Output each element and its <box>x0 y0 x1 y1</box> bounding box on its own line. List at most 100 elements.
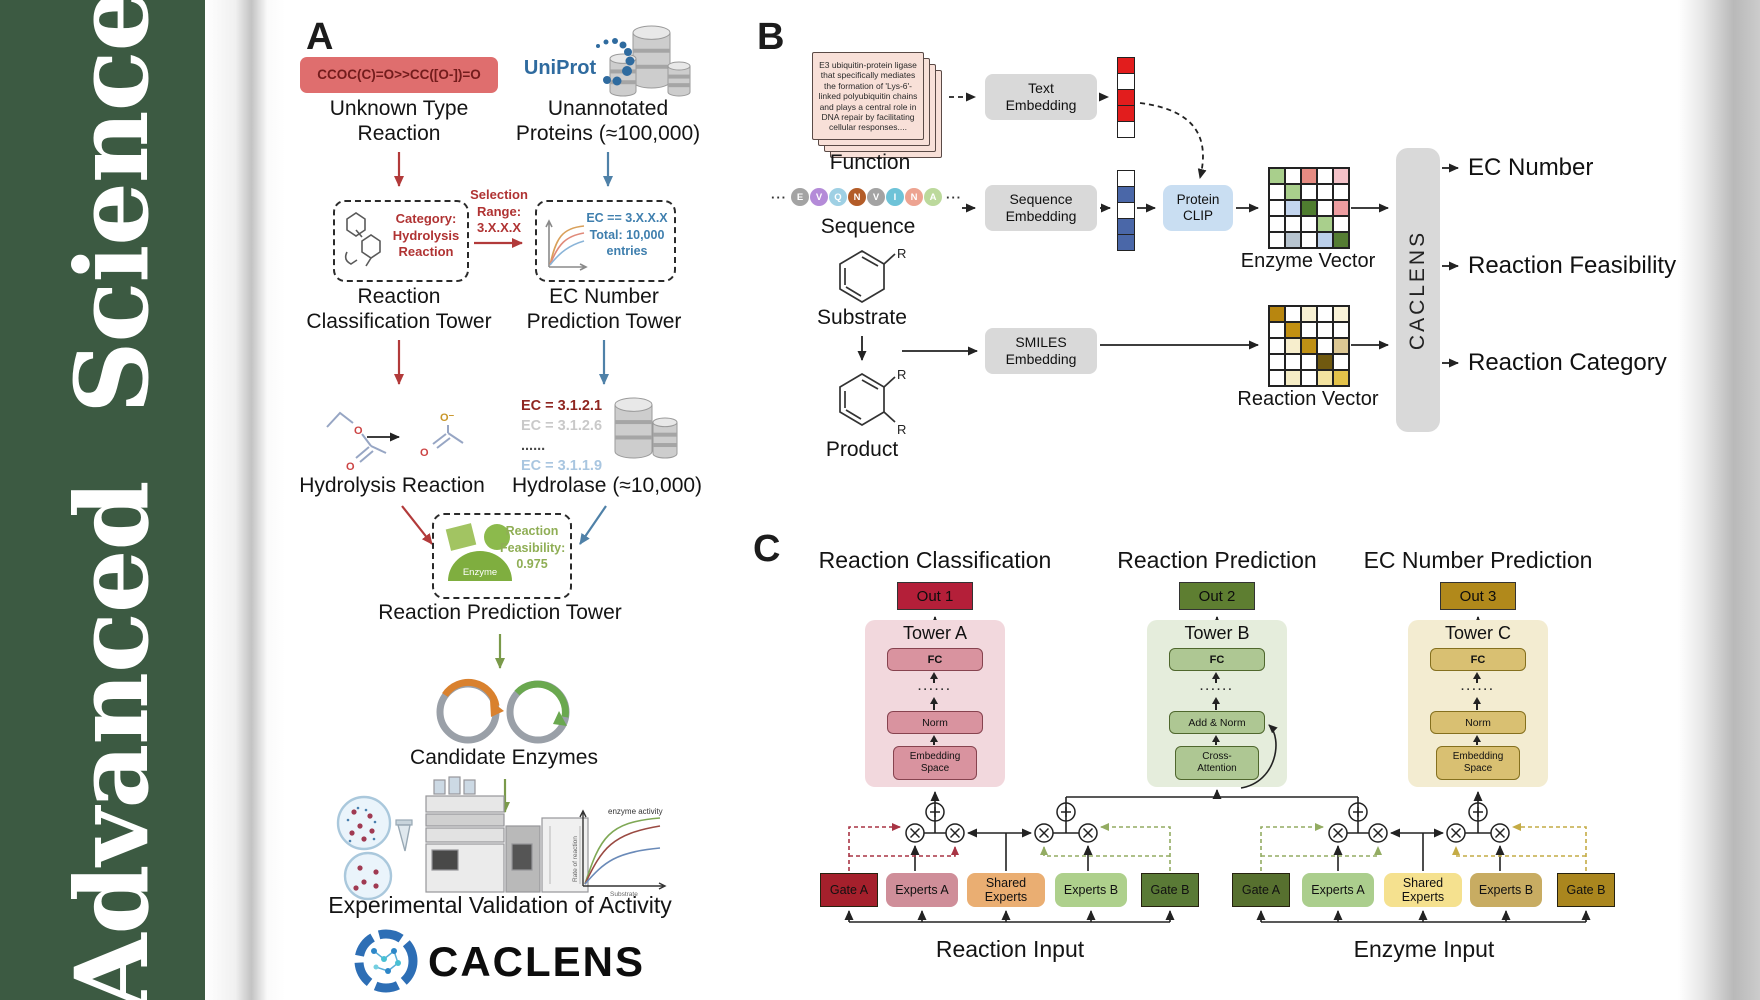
petri-dish-icons <box>336 795 413 901</box>
ec-candidate-list: EC = 3.1.2.1 EC = 3.1.2.6...... EC = 3.1.1… <box>521 396 602 476</box>
r-group-label: R <box>897 422 906 437</box>
tower-ellipsis: ······ <box>1461 684 1495 696</box>
matrix-cell <box>1301 184 1317 200</box>
moe-box-shared-experts: Shared Experts <box>967 873 1045 907</box>
ec-list-line: EC = 3.1.1.9 <box>521 458 603 474</box>
arrow-up-icon <box>1472 735 1481 745</box>
output-reaction-category: Reaction Category <box>1468 349 1667 376</box>
function-card: E3 ubiquitin-protein ligase that specifi… <box>812 52 924 140</box>
molecule-icon <box>344 212 381 267</box>
fc-block: FC <box>1169 648 1265 671</box>
matrix-cell <box>1285 184 1301 200</box>
arrow-up-icon <box>1211 697 1220 710</box>
moe-box-gate-a: Gate A <box>1232 873 1290 907</box>
matrix-cell <box>1285 322 1301 338</box>
arrow-up-icon <box>1472 672 1481 683</box>
candidate-enzymes-label: Candidate Enzymes <box>410 746 598 769</box>
tower-title: Tower C <box>1444 623 1511 643</box>
caclens-logo-icon <box>354 929 418 993</box>
atom-label: O <box>354 425 363 437</box>
moe-box-gate-b: Gate B <box>1141 873 1199 907</box>
product-molecule-icon <box>839 373 896 426</box>
matrix-cell <box>1285 354 1301 370</box>
sequence-ellipsis: ··· <box>946 189 962 205</box>
matrix-cell <box>1317 216 1333 232</box>
matrix-cell <box>1301 200 1317 216</box>
moe-box-gate-b: Gate B <box>1557 873 1615 907</box>
vector-cell <box>1118 121 1134 137</box>
feasibility-note: Reaction Feasibility: 0.975 <box>500 524 566 571</box>
matrix-cell <box>1269 306 1285 322</box>
plasmid-icons <box>436 678 570 744</box>
matrix-cell <box>1333 306 1349 322</box>
matrix-cell <box>1333 354 1349 370</box>
hydrolysis-molecules: O O O⁻ O <box>326 411 464 473</box>
ec-selection-box <box>535 200 676 282</box>
out-box: Out 1 <box>897 582 973 610</box>
hydrolysis-reaction-label: Hydrolysis Reaction <box>299 474 485 497</box>
function-card-text: E3 ubiquitin-protein ligase that specifi… <box>818 60 918 133</box>
residue-circle: Q <box>829 188 847 206</box>
hydrolase-label: Hydrolase (≈10,000) <box>511 474 703 497</box>
ec-filter-note: EC == 3.X.X.X Total: 10,000 entries <box>586 211 668 258</box>
fc-block: FC <box>887 648 983 671</box>
database-cylinder-icon <box>667 61 691 97</box>
matrix-cell <box>1317 370 1333 386</box>
norm-block: Norm <box>887 711 983 734</box>
function-label: Function <box>829 151 911 174</box>
journal-sidebar: Advanced Science <box>0 0 205 1000</box>
matrix-cell <box>1285 216 1301 232</box>
column-title: EC Number Prediction <box>1363 547 1593 573</box>
matrix-cell <box>1317 354 1333 370</box>
smiles-reaction-box: CCOC(C)=O>>CC([O-])=O <box>300 57 498 93</box>
vector-cell <box>1118 105 1134 121</box>
residue-circle: N <box>848 188 866 206</box>
substrate-label: Substrate <box>817 306 907 329</box>
smiles-embedding-box: SMILES Embedding <box>985 328 1097 374</box>
residue-circle: I <box>886 188 904 206</box>
uniprot-logo-icon: UniProt <box>524 38 635 86</box>
reaction-prediction-tower-label: Reaction Prediction Tower <box>378 601 622 624</box>
page-left-shadow <box>205 0 285 1000</box>
embedding-block: Embedding Space <box>893 746 977 780</box>
residue-circle: N <box>905 188 923 206</box>
arrow-up-icon <box>929 672 938 683</box>
unannotated-proteins-label: Unannotated Proteins (≈100,000) <box>515 97 701 145</box>
matrix-cell <box>1285 306 1301 322</box>
selection-range-note: Selection Range: 3.X.X.X <box>470 187 528 235</box>
residue-circle: V <box>810 188 828 206</box>
column-title: Reaction Classification <box>818 547 1052 573</box>
database-cylinder-icon <box>614 397 653 459</box>
r-group-label: R <box>897 246 906 261</box>
matrix-cell <box>1301 338 1317 354</box>
matrix-cell <box>1333 168 1349 184</box>
page-right-shadow <box>1678 0 1760 1000</box>
matrix-cell <box>1333 338 1349 354</box>
ec-list-line: EC = 3.1.2.1 <box>521 398 603 414</box>
arrow-up-icon <box>1472 697 1481 710</box>
matrix-cell <box>1333 200 1349 216</box>
matrix-cell <box>1301 168 1317 184</box>
tower-container: Tower B FC ······ Add & Norm Cross- Attentio… <box>1147 620 1287 789</box>
vector-cell <box>1118 234 1134 250</box>
arrow-up-icon <box>929 735 938 745</box>
enzyme-badge-label: Enzyme <box>463 567 497 578</box>
matrix-cell <box>1285 232 1301 248</box>
panel-a-label: A <box>306 16 334 58</box>
tower-container: Tower A FC ······ Norm Embedding Space <box>865 620 1005 787</box>
matrix-cell <box>1269 338 1285 354</box>
matrix-cell <box>1269 370 1285 386</box>
matrix-cell <box>1301 370 1317 386</box>
vector-cell <box>1118 171 1134 186</box>
matrix-cell <box>1301 232 1317 248</box>
residue-circle: A <box>924 188 942 206</box>
matrix-cell <box>1333 184 1349 200</box>
text-embedding-box: Text Embedding <box>985 74 1097 120</box>
moe-box-experts-a: Experts A <box>1302 873 1374 907</box>
database-cylinder-icon <box>652 417 678 459</box>
norm-block: Add & Norm <box>1169 711 1265 734</box>
reaction-vector-matrix <box>1268 305 1350 387</box>
panel-c-label: C <box>753 528 781 570</box>
